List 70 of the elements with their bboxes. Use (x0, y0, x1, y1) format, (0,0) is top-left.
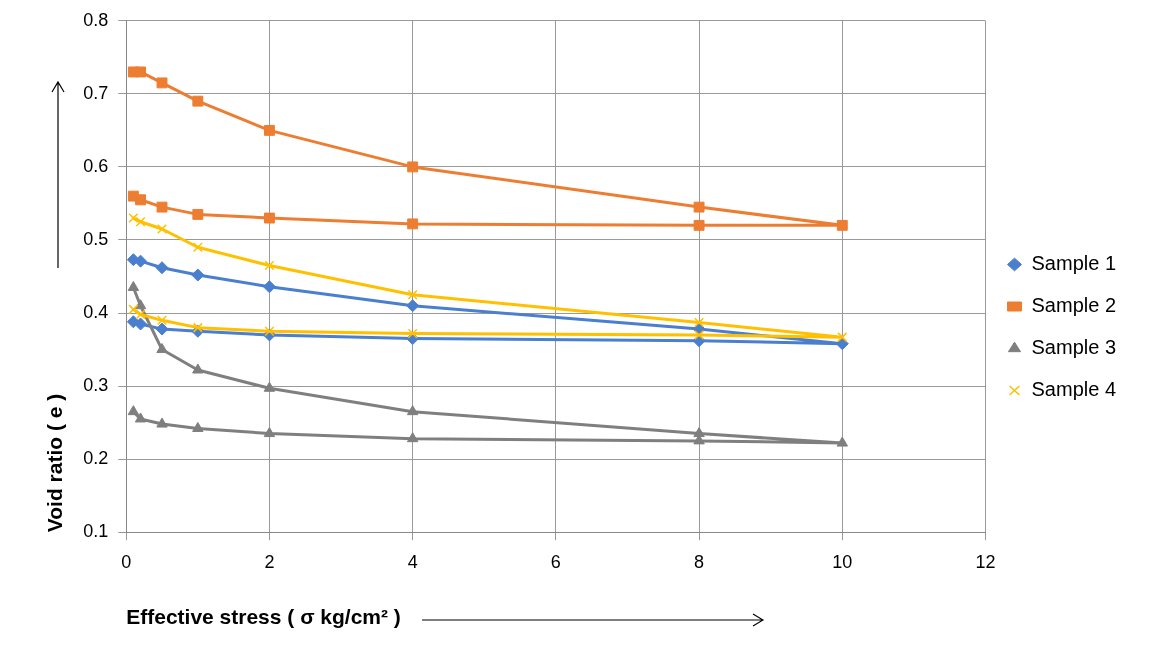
point (192, 421, 204, 432)
y-tick-label: 0.7 (83, 82, 109, 103)
y-tick-label: 0.8 (83, 9, 109, 30)
point (694, 317, 705, 328)
legend-label: Sample 3 (1031, 336, 1117, 359)
legend-label: Sample 2 (1031, 294, 1117, 317)
y-tick-label: 0.5 (83, 228, 109, 249)
point (406, 432, 419, 443)
legend-label: Sample 4 (1031, 378, 1117, 401)
point (156, 201, 168, 213)
x-tick-label: 4 (407, 551, 418, 572)
point (127, 405, 140, 416)
point (836, 219, 848, 231)
point (135, 216, 146, 227)
y-tick-label: 0.4 (83, 302, 109, 322)
point (407, 289, 418, 300)
point (134, 299, 147, 310)
point (836, 436, 848, 447)
y-tick-label: 0.1 (83, 521, 109, 542)
point (835, 337, 849, 351)
point (693, 219, 705, 231)
x-axis-title: Effective stress ( σ kg/cm² ) (126, 605, 401, 629)
point (192, 242, 203, 253)
point (263, 427, 276, 438)
point (135, 309, 146, 320)
point (156, 343, 168, 354)
y-tick-label: 0.6 (83, 155, 109, 176)
point (263, 381, 276, 392)
point (192, 363, 204, 374)
x-tick-label: 12 (975, 551, 996, 572)
point (157, 224, 168, 235)
point (192, 95, 204, 107)
y-tick-label: 0.2 (83, 448, 109, 469)
point (406, 405, 419, 416)
point (128, 304, 139, 315)
point (127, 280, 140, 291)
x-tick-label: 6 (550, 551, 561, 572)
point (407, 218, 419, 230)
y-tick-label: 0.3 (83, 375, 109, 396)
point (191, 268, 205, 282)
point (263, 124, 275, 136)
point (126, 315, 140, 329)
point (407, 161, 419, 173)
point (262, 280, 276, 294)
point (264, 260, 275, 271)
point (192, 208, 204, 220)
x-tick-label: 0 (121, 551, 132, 572)
x-tick-label: 10 (832, 551, 853, 572)
point (837, 332, 848, 343)
point (407, 328, 418, 339)
point (128, 213, 139, 224)
legend-label: Sample 1 (1031, 252, 1117, 275)
y-axis-title: Void ratio ( e ) (43, 393, 67, 533)
point (192, 322, 203, 333)
x-tick-label: 2 (264, 551, 275, 572)
point (135, 66, 146, 78)
point (406, 299, 420, 313)
point (134, 254, 148, 268)
x-tick-label: 8 (694, 551, 705, 572)
point (156, 77, 168, 89)
point (694, 329, 705, 340)
point (264, 326, 275, 337)
point (134, 412, 147, 423)
point (156, 417, 168, 428)
point (155, 261, 169, 275)
point (127, 190, 139, 202)
point (693, 201, 705, 213)
point (155, 322, 169, 336)
point (157, 315, 168, 326)
point (263, 212, 275, 224)
